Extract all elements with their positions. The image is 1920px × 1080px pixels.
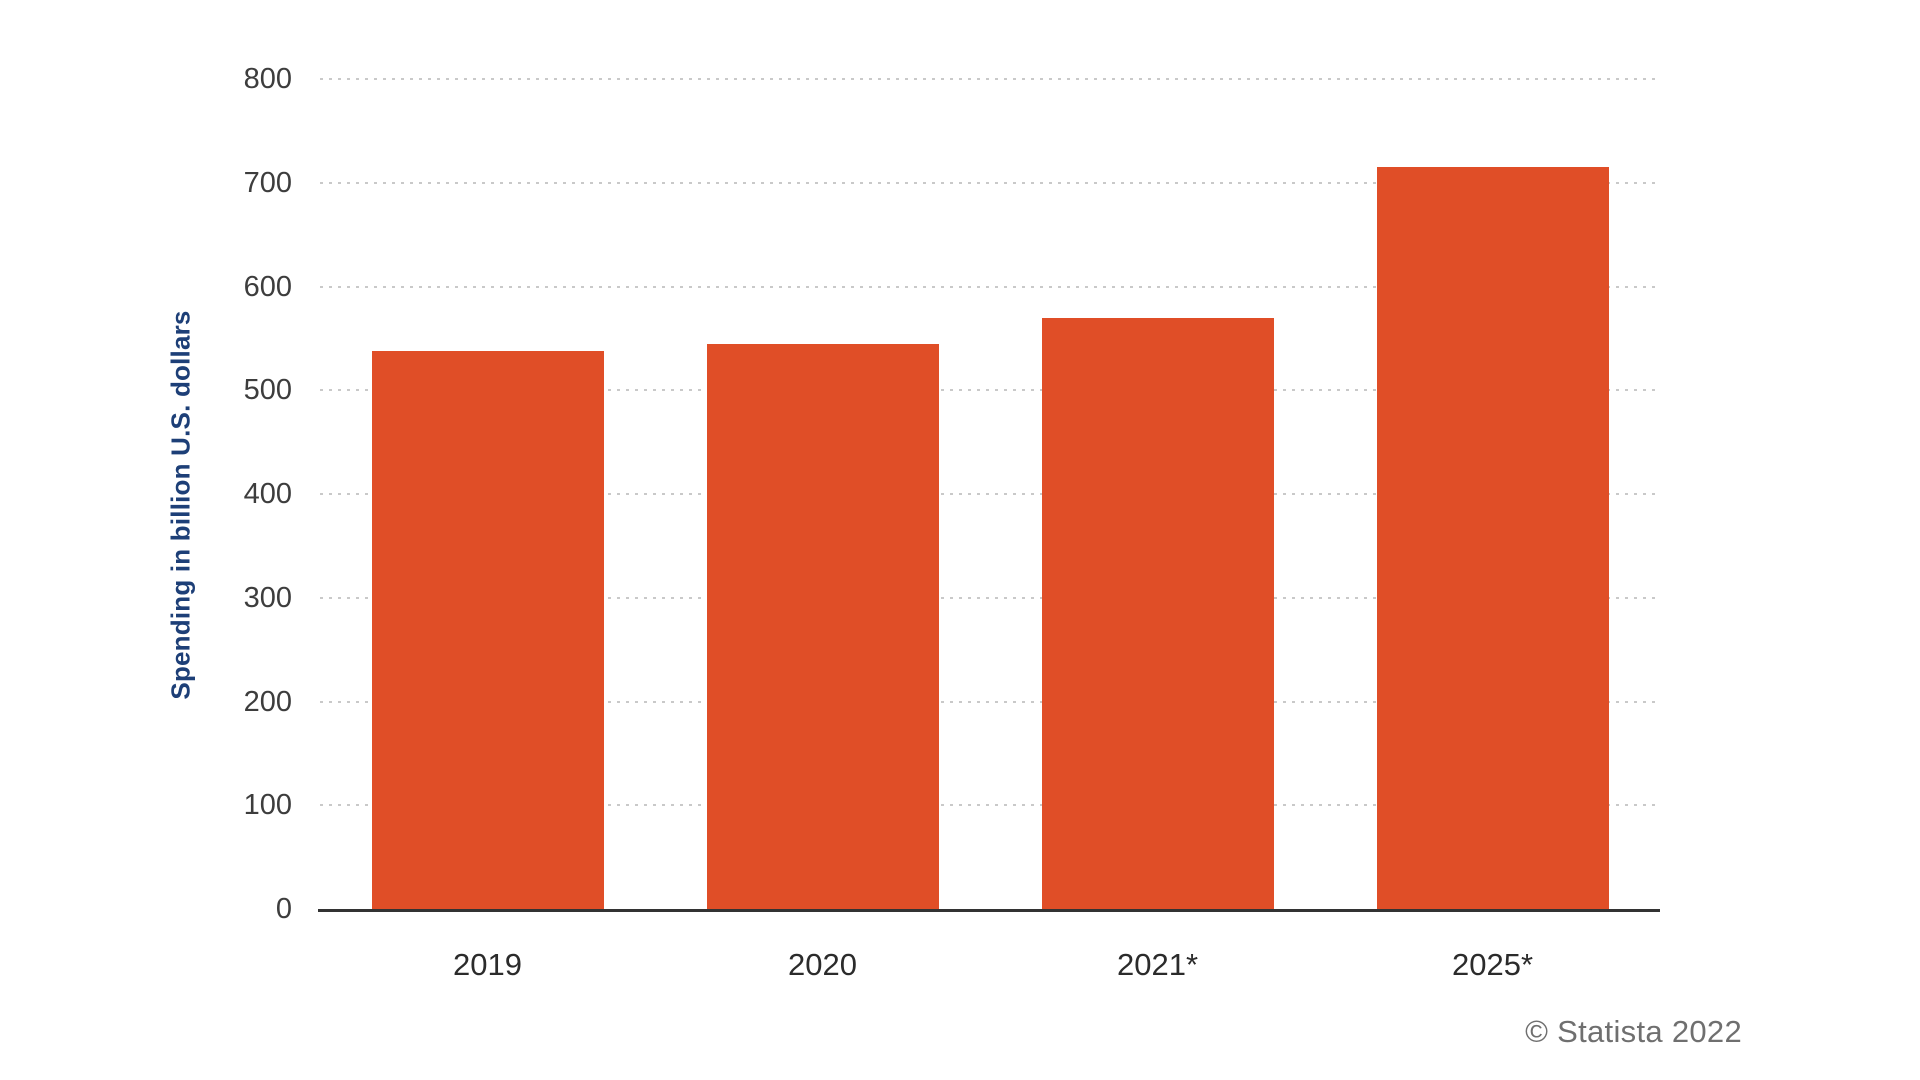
y-tick-label-200: 200 <box>243 685 292 718</box>
y-tick-label-0: 0 <box>275 893 292 925</box>
gridline-100 <box>320 804 1660 807</box>
statista-credit: © Statista 2022 <box>1525 1014 1742 1049</box>
x-tick-label-2019: 2019 <box>453 947 522 982</box>
bar-2025[interactable] <box>1377 167 1609 909</box>
gridline-300 <box>320 596 1660 599</box>
gridline-800 <box>320 78 1660 80</box>
gridline-200 <box>320 700 1660 703</box>
gridline-500 <box>320 389 1660 392</box>
bar-2021[interactable] <box>1042 318 1274 909</box>
gridline-600 <box>320 285 1660 288</box>
y-tick-label-500: 500 <box>243 374 292 407</box>
y-tick-label-800: 800 <box>243 63 292 95</box>
gridline-400 <box>320 493 1660 495</box>
y-tick-label-700: 700 <box>243 166 292 199</box>
y-tick-label-300: 300 <box>243 581 292 614</box>
y-tick-label-600: 600 <box>243 270 292 303</box>
bar-2019[interactable] <box>372 351 604 909</box>
y-tick-label-100: 100 <box>243 789 292 822</box>
bar-2020[interactable] <box>707 344 939 909</box>
y-tick-label-400: 400 <box>243 478 292 510</box>
x-tick-label-2021: 2021* <box>1116 947 1199 982</box>
x-tick-label-2020: 2020 <box>788 947 857 982</box>
x-axis-line <box>318 909 1660 912</box>
x-tick-label-2025: 2025* <box>1451 947 1534 982</box>
gridline-700 <box>320 181 1660 184</box>
